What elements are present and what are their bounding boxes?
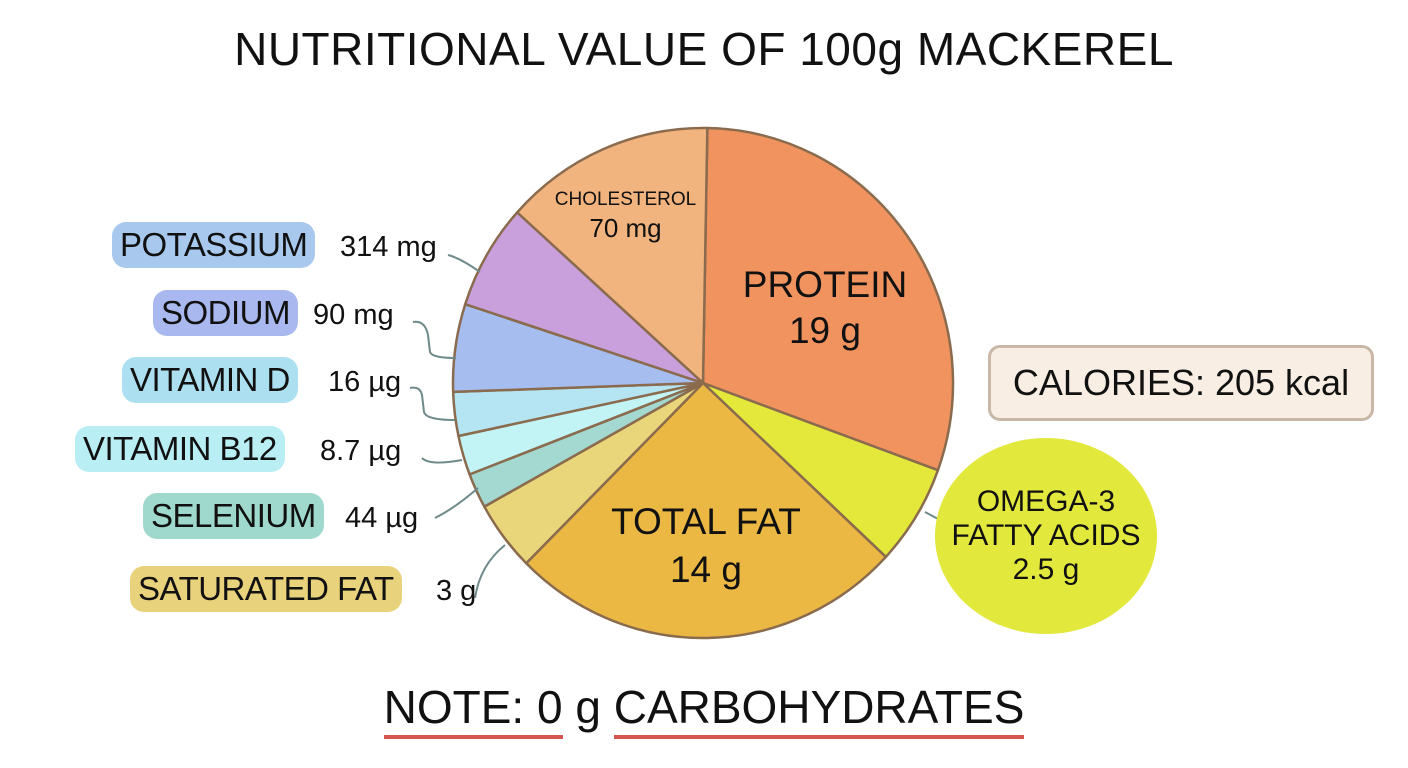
sodium-value: 90 mg [313,299,394,331]
saturated-fat-leader-line [474,544,506,599]
vitamin-d-value: 16 µg [328,366,402,398]
selenium-leader-line [434,487,479,519]
selenium-label: SELENIUM [143,493,324,539]
potassium-value: 314 mg [340,231,437,263]
protein-label: PROTEIN 19 g [730,262,920,354]
sodium-label: SODIUM [153,290,298,336]
selenium-value: 44 µg [345,502,419,534]
vitamin-d-label: VITAMIN D [122,357,298,403]
omega-3-name-line1: OMEGA-3 [976,485,1116,518]
vitamin-b12-value: 8.7 µg [320,435,402,467]
saturated-fat-label: SATURATED FAT [130,566,402,612]
protein-name: PROTEIN [742,264,908,305]
chart-title: NUTRITIONAL VALUE OF 100g MACKEREL [234,23,1174,75]
omega-3-value: 2.5 g [1012,553,1080,586]
carbohydrates-note: NOTE: 0 g CARBOHYDRATES [0,680,1408,739]
potassium-label: POTASSIUM [112,222,316,268]
protein-value: 19 g [788,310,861,351]
saturated-fat-value: 3 g [436,575,477,607]
total-fat-value: 14 g [669,549,742,590]
vitamin-d-leader-line [409,386,456,421]
pie-slice-protein [701,126,955,472]
potassium-leader-line [447,254,481,273]
total-fat-name: TOTAL FAT [611,501,801,542]
pie-slice-potassium [463,211,705,385]
calories-box: CALORIES: 205 kcal [988,345,1374,421]
sodium-leader-line [412,320,457,359]
vitamin-b12-leader-line [421,457,463,464]
omega-3-name-line2: FATTY ACIDS [951,519,1141,552]
cholesterol-label: CHOLESTEROL 70 mg [553,188,698,244]
omega-3-bubble: OMEGA-3 FATTY ACIDS 2.5 g [935,438,1157,634]
note-unit: g [575,681,601,733]
cholesterol-value: 70 mg [589,213,662,243]
note-prefix: NOTE: 0 [383,681,563,739]
pie-slice-total-fat [524,381,888,640]
note-suffix: CARBOHYDRATES [613,681,1025,739]
vitamin-b12-label: VITAMIN B12 [75,426,285,472]
cholesterol-name: CHOLESTEROL [554,189,697,210]
total-fat-label: TOTAL FAT 14 g [596,498,816,594]
pie-slice-cholesterol [515,126,709,385]
